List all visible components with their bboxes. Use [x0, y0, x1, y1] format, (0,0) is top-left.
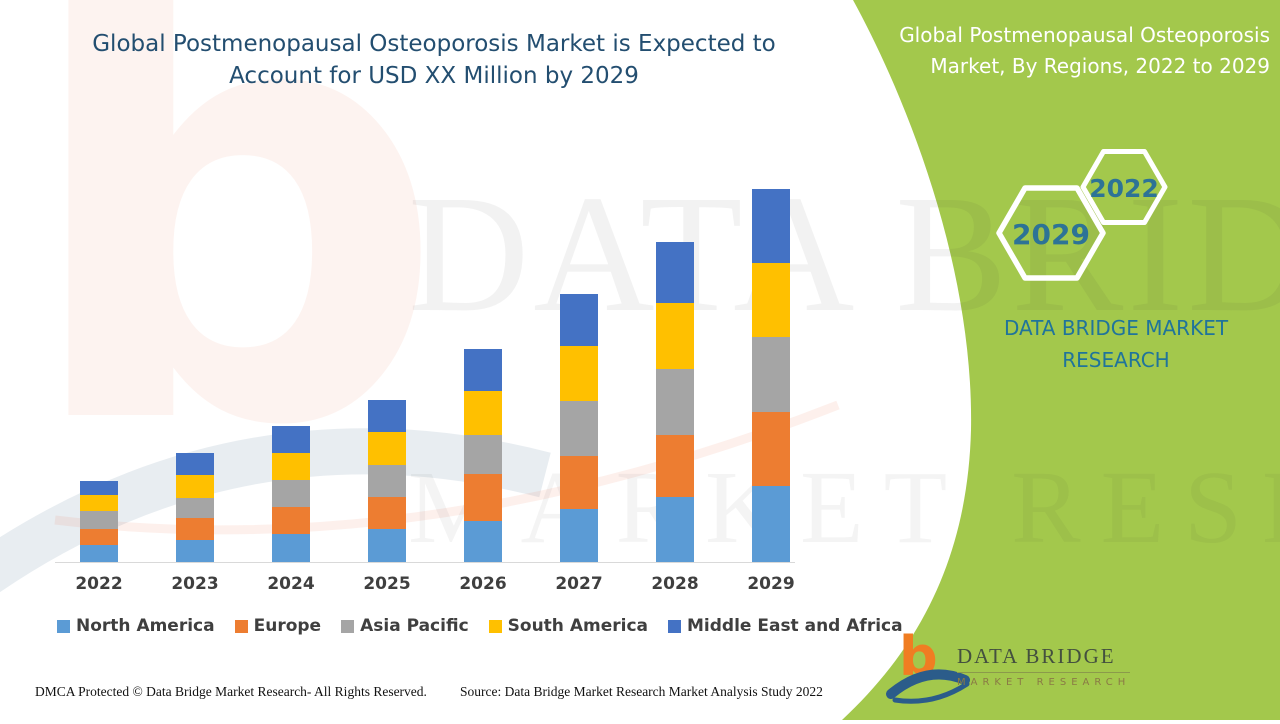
legend-swatch-icon [488, 619, 502, 633]
hexagon-2022-label: 2022 [1089, 174, 1159, 203]
bar-segment-middle-east-and-africa [176, 453, 214, 475]
bar-segment-middle-east-and-africa [80, 481, 118, 495]
bar-segment-europe [176, 518, 214, 540]
bar-segment-south-america [656, 303, 694, 369]
x-axis-label-2022: 2022 [75, 574, 123, 594]
bar-segment-north-america [272, 534, 310, 562]
bar-segment-middle-east-and-africa [272, 426, 310, 453]
bar-segment-asia-pacific [656, 369, 694, 435]
bar-segment-north-america [176, 540, 214, 562]
x-axis-label-2024: 2024 [267, 574, 315, 594]
source-note: Source: Data Bridge Market Research Mark… [460, 684, 823, 699]
bar-segment-asia-pacific [752, 337, 790, 412]
legend-label: South America [507, 616, 648, 636]
legend-item-south-america: South America [488, 616, 648, 636]
bar-segment-europe [656, 435, 694, 497]
bar-segment-south-america [752, 263, 790, 337]
legend-item-north-america: North America [57, 616, 215, 636]
bar-2026 [464, 349, 502, 562]
bar-2022 [80, 481, 118, 562]
legend-label: North America [76, 616, 215, 636]
bar-segment-south-america [560, 346, 598, 401]
bar-segment-europe [272, 507, 310, 534]
bar-segment-middle-east-and-africa [560, 294, 598, 346]
dmca-notice: DMCA Protected © Data Bridge Market Rese… [35, 684, 427, 699]
hexagon-2022 [1080, 149, 1168, 225]
bar-segment-middle-east-and-africa [656, 242, 694, 303]
bar-segment-south-america [368, 432, 406, 465]
bar-segment-north-america [656, 497, 694, 562]
x-axis-label-2028: 2028 [651, 574, 699, 594]
bar-2027 [560, 294, 598, 562]
legend-item-asia-pacific: Asia Pacific [341, 616, 469, 636]
bar-segment-north-america [464, 521, 502, 562]
hexagon-2029-label: 2029 [1012, 218, 1090, 251]
legend-label: Asia Pacific [360, 616, 469, 636]
x-axis-label-2029: 2029 [747, 574, 795, 594]
bar-segment-europe [368, 497, 406, 529]
chart-legend: North America Europe Asia Pacific South Ame… [57, 616, 903, 636]
legend-item-europe: Europe [234, 616, 322, 636]
x-axis-label-2026: 2026 [459, 574, 507, 594]
x-axis-label-2025: 2025 [363, 574, 411, 594]
legend-swatch-icon [57, 619, 70, 633]
bar-segment-asia-pacific [560, 401, 598, 456]
legend-label: Middle East and Africa [687, 616, 903, 636]
bar-segment-asia-pacific [368, 465, 406, 497]
bar-segment-asia-pacific [80, 511, 118, 529]
bar-segment-south-america [80, 495, 118, 511]
legend-label: Europe [253, 616, 322, 636]
bar-segment-middle-east-and-africa [368, 400, 406, 432]
legend-swatch-icon [341, 619, 355, 633]
brand-text: DATA BRIDGE MARKET RESEARCH [1003, 316, 1229, 372]
bar-chart: 2022 2023 2024 2025 2026 2027 2028 2029 [55, 178, 795, 594]
x-axis-label-2027: 2027 [555, 574, 603, 594]
bar-2029 [752, 189, 790, 562]
logo-names: DATA BRIDGE MARKET RESEARCH [957, 644, 1131, 688]
bar-segment-south-america [464, 391, 502, 435]
bar-segment-europe [464, 474, 502, 521]
bar-segment-north-america [80, 545, 118, 562]
bar-segment-south-america [272, 453, 310, 480]
bar-segment-middle-east-and-africa [464, 349, 502, 391]
bar-segment-asia-pacific [176, 498, 214, 518]
bar-2024 [272, 426, 310, 562]
page-title: Global Postmenopausal Osteoporosis Marke… [92, 31, 776, 90]
bar-segment-europe [560, 456, 598, 509]
bar-segment-north-america [368, 529, 406, 562]
bar-segment-europe [80, 529, 118, 545]
bar-2025 [368, 400, 406, 562]
bar-segment-europe [752, 412, 790, 486]
bar-2028 [656, 242, 694, 562]
logo-name: DATA BRIDGE [957, 644, 1131, 673]
legend-swatch-icon [234, 619, 248, 633]
company-logo: b DATA BRIDGE MARKET RESEARCH [886, 630, 1183, 710]
bar-segment-south-america [176, 475, 214, 498]
bar-segment-north-america [560, 509, 598, 562]
side-panel-title: Global Postmenopausal Osteoporosis Marke… [899, 23, 1270, 78]
bar-segment-asia-pacific [464, 435, 502, 474]
bar-segment-middle-east-and-africa [752, 189, 790, 263]
legend-item-middle-east-and-africa: Middle East and Africa [668, 616, 903, 636]
logo-swoosh-icon [886, 669, 970, 704]
bar-2023 [176, 453, 214, 562]
legend-swatch-icon [668, 619, 681, 633]
hexagon-2029 [996, 185, 1106, 281]
bar-segment-north-america [752, 486, 790, 562]
logo-subname: MARKET RESEARCH [957, 677, 1131, 688]
x-axis-label-2023: 2023 [171, 574, 219, 594]
bar-segment-asia-pacific [272, 480, 310, 507]
